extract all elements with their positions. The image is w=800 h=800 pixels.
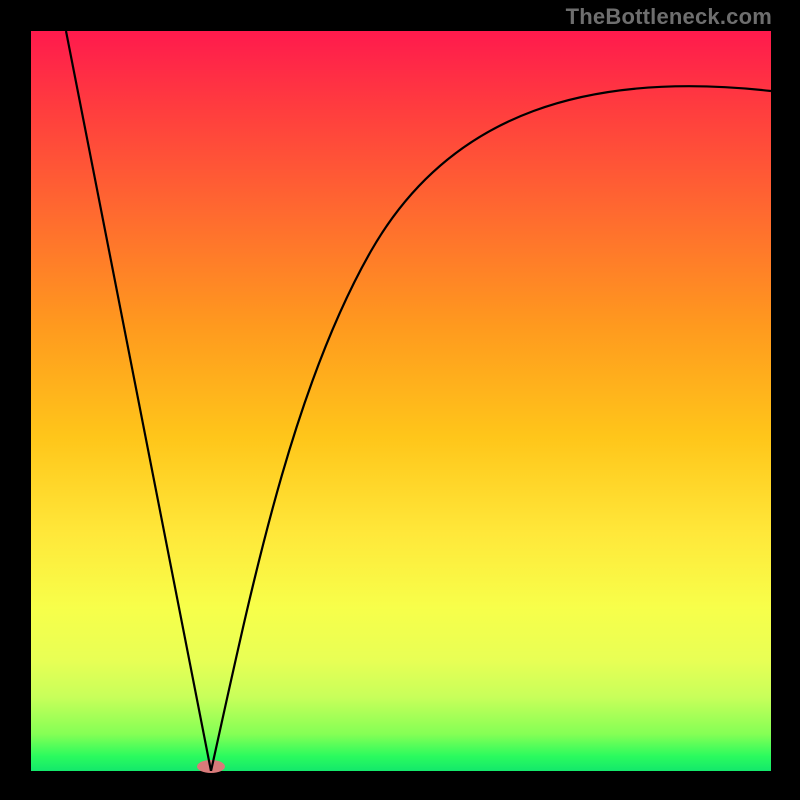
curve-right-branch: [211, 86, 771, 771]
plot-area: [31, 31, 771, 771]
curve-left-branch: [66, 31, 211, 771]
chart-frame: TheBottleneck.com: [0, 0, 800, 800]
curve-svg: [31, 31, 771, 771]
attribution-label: TheBottleneck.com: [566, 4, 772, 30]
